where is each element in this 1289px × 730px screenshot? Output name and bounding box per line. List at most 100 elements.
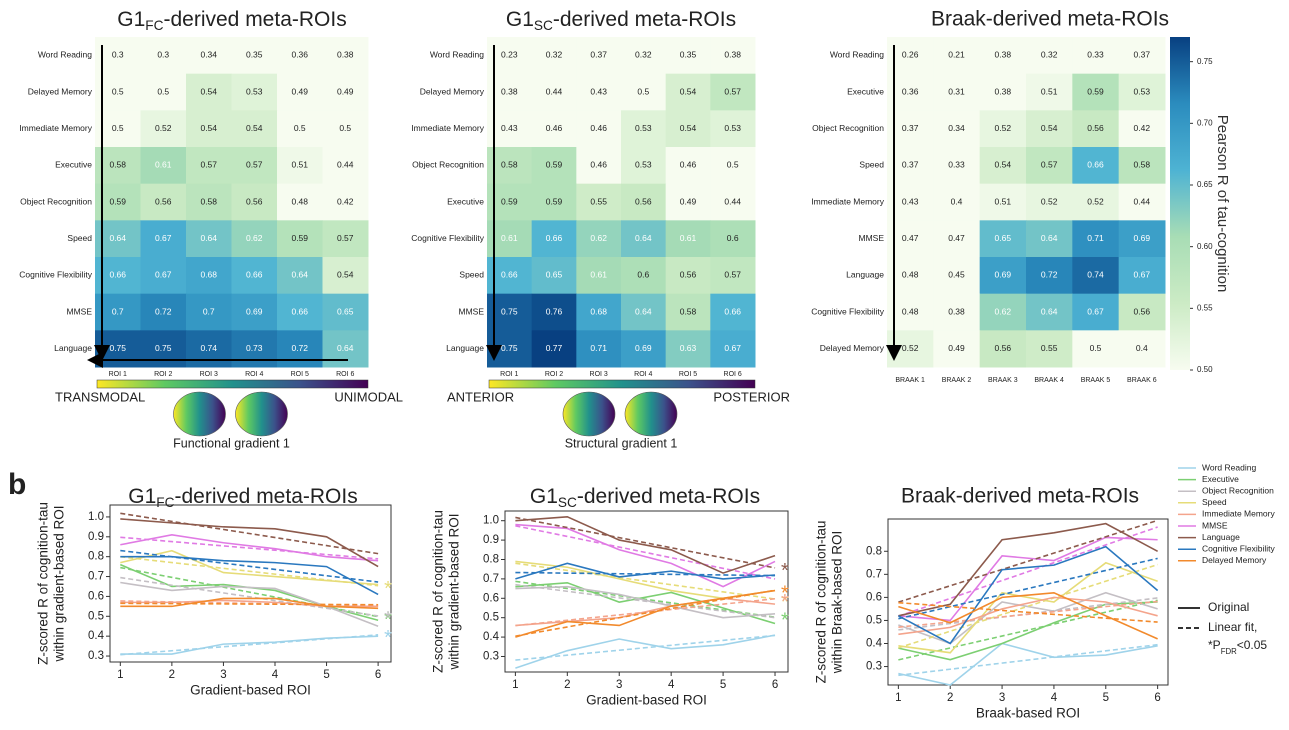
linear-fit bbox=[120, 602, 379, 606]
x-tick-label: 4 bbox=[668, 679, 675, 691]
cell-value: 0.65 bbox=[995, 233, 1012, 243]
cell-value: 0.62 bbox=[590, 233, 607, 243]
y-tick-label: 0.7 bbox=[483, 573, 499, 585]
x-tick-label: 6 bbox=[1154, 692, 1160, 704]
x-tick-label: 4 bbox=[272, 669, 279, 681]
colorbar-tick-label: 0.50 bbox=[1197, 365, 1213, 374]
chart-title-sub: SC bbox=[534, 18, 553, 33]
legend-note-rest: <0.05 bbox=[1237, 638, 1268, 652]
y-tick-label: 0.3 bbox=[483, 651, 499, 663]
cell-value: 0.65 bbox=[337, 306, 354, 316]
cell-value: 0.69 bbox=[995, 270, 1012, 280]
heatmap-cell bbox=[186, 37, 232, 75]
heatmap-cell bbox=[531, 37, 577, 75]
heatmap-cell bbox=[231, 183, 278, 221]
heatmap-cell bbox=[1026, 183, 1073, 221]
y-tick-label: 0.3 bbox=[866, 661, 882, 673]
cell-value: 0.66 bbox=[246, 270, 263, 280]
cell-value: 0.5 bbox=[1090, 343, 1102, 353]
y-tick-label: 0.6 bbox=[483, 592, 499, 604]
linear-fit bbox=[898, 600, 1158, 628]
row-label: Word Reading bbox=[430, 50, 484, 60]
plot-frame bbox=[887, 518, 1169, 686]
row-label: Object Recognition bbox=[812, 123, 884, 133]
significance-marker: * bbox=[384, 609, 392, 631]
cell-value: 0.52 bbox=[1041, 196, 1058, 206]
significance-marker: * bbox=[384, 608, 392, 630]
heatmap-cell bbox=[576, 220, 622, 258]
heatmap-cell bbox=[322, 73, 369, 111]
cell-value: 0.68 bbox=[590, 306, 607, 316]
cell-value: 0.53 bbox=[724, 123, 741, 133]
heatmap-cell bbox=[710, 183, 756, 221]
colorbar-tick-label: 0.65 bbox=[1197, 180, 1213, 189]
significance-marker: * bbox=[781, 582, 789, 604]
significance-marker: * bbox=[781, 591, 789, 613]
series-line bbox=[120, 597, 379, 610]
x-axis-title: Braak-based ROI bbox=[976, 706, 1080, 721]
cell-value: 0.52 bbox=[995, 123, 1012, 133]
heatmap-cell bbox=[322, 37, 369, 75]
cell-value: 0.33 bbox=[1087, 50, 1104, 60]
heatmap-cell bbox=[231, 147, 278, 185]
row-label: Speed bbox=[859, 160, 884, 170]
heatmap-cell bbox=[231, 37, 278, 75]
cell-value: 0.34 bbox=[948, 123, 965, 133]
x-axis-title: Gradient-based ROI bbox=[190, 683, 311, 698]
series-line bbox=[120, 555, 379, 596]
heatmap-cell bbox=[621, 220, 667, 258]
cell-value: 0.55 bbox=[1041, 343, 1058, 353]
cell-value: 0.66 bbox=[546, 233, 563, 243]
cell-value: 0.48 bbox=[902, 270, 919, 280]
heatmap-cell bbox=[186, 147, 232, 185]
heatmap-cell bbox=[710, 293, 756, 331]
cell-value: 0.37 bbox=[902, 160, 919, 170]
x-axis-title: Gradient-based ROI bbox=[586, 693, 707, 708]
cell-value: 0.5 bbox=[339, 123, 351, 133]
heatmap-cell bbox=[576, 257, 622, 295]
cell-value: 0.64 bbox=[635, 306, 652, 316]
heatmap-cell bbox=[140, 147, 187, 185]
row-label: Language bbox=[846, 270, 884, 280]
y-axis-title: Z-scored R of cognition-tau bbox=[36, 502, 51, 665]
cell-value: 0.51 bbox=[1041, 86, 1058, 96]
x-tick-label: 6 bbox=[375, 669, 381, 681]
cell-value: 0.6 bbox=[637, 270, 649, 280]
heatmap-cell bbox=[710, 330, 756, 368]
heatmap-cell bbox=[531, 330, 577, 368]
cell-value: 0.75 bbox=[501, 343, 518, 353]
cell-value: 0.54 bbox=[246, 123, 263, 133]
heatmap-cell bbox=[140, 257, 187, 295]
cell-value: 0.59 bbox=[501, 196, 518, 206]
row-label: Speed bbox=[459, 270, 484, 280]
y-tick-label: 0.9 bbox=[483, 534, 499, 546]
y-tick-label: 0.8 bbox=[866, 545, 882, 557]
y-tick-label: 0.5 bbox=[88, 610, 104, 622]
linear-fit bbox=[515, 634, 776, 661]
heatmap-cell bbox=[933, 293, 981, 331]
x-tick-label: 5 bbox=[323, 669, 329, 681]
cell-value: 0.53 bbox=[246, 86, 263, 96]
linear-fit bbox=[515, 583, 776, 619]
legend-label: Object Recognition bbox=[1202, 485, 1274, 495]
cell-value: 0.66 bbox=[501, 270, 518, 280]
heatmap-cell bbox=[979, 257, 1027, 295]
heatmap-cell bbox=[186, 257, 232, 295]
y-tick-label: 1.0 bbox=[88, 511, 104, 523]
heatmap-cell bbox=[979, 183, 1027, 221]
heatmap-cell bbox=[277, 220, 323, 258]
heatmap-cell bbox=[1072, 147, 1120, 185]
heatmap-cell bbox=[322, 147, 369, 185]
heatmap-cell bbox=[1072, 257, 1120, 295]
legend-label: Speed bbox=[1202, 497, 1227, 507]
heatmap-cell bbox=[186, 110, 232, 148]
cell-value: 0.48 bbox=[902, 306, 919, 316]
cell-value: 0.5 bbox=[157, 86, 169, 96]
gradient-bar bbox=[96, 379, 369, 389]
heatmap-cell bbox=[140, 73, 187, 111]
heatmap-cell bbox=[576, 293, 622, 331]
gradient-right: POSTERIOR bbox=[713, 389, 790, 404]
linear-fit bbox=[898, 519, 1158, 603]
heatmap-cell bbox=[1026, 37, 1073, 75]
cell-value: 0.38 bbox=[501, 86, 518, 96]
